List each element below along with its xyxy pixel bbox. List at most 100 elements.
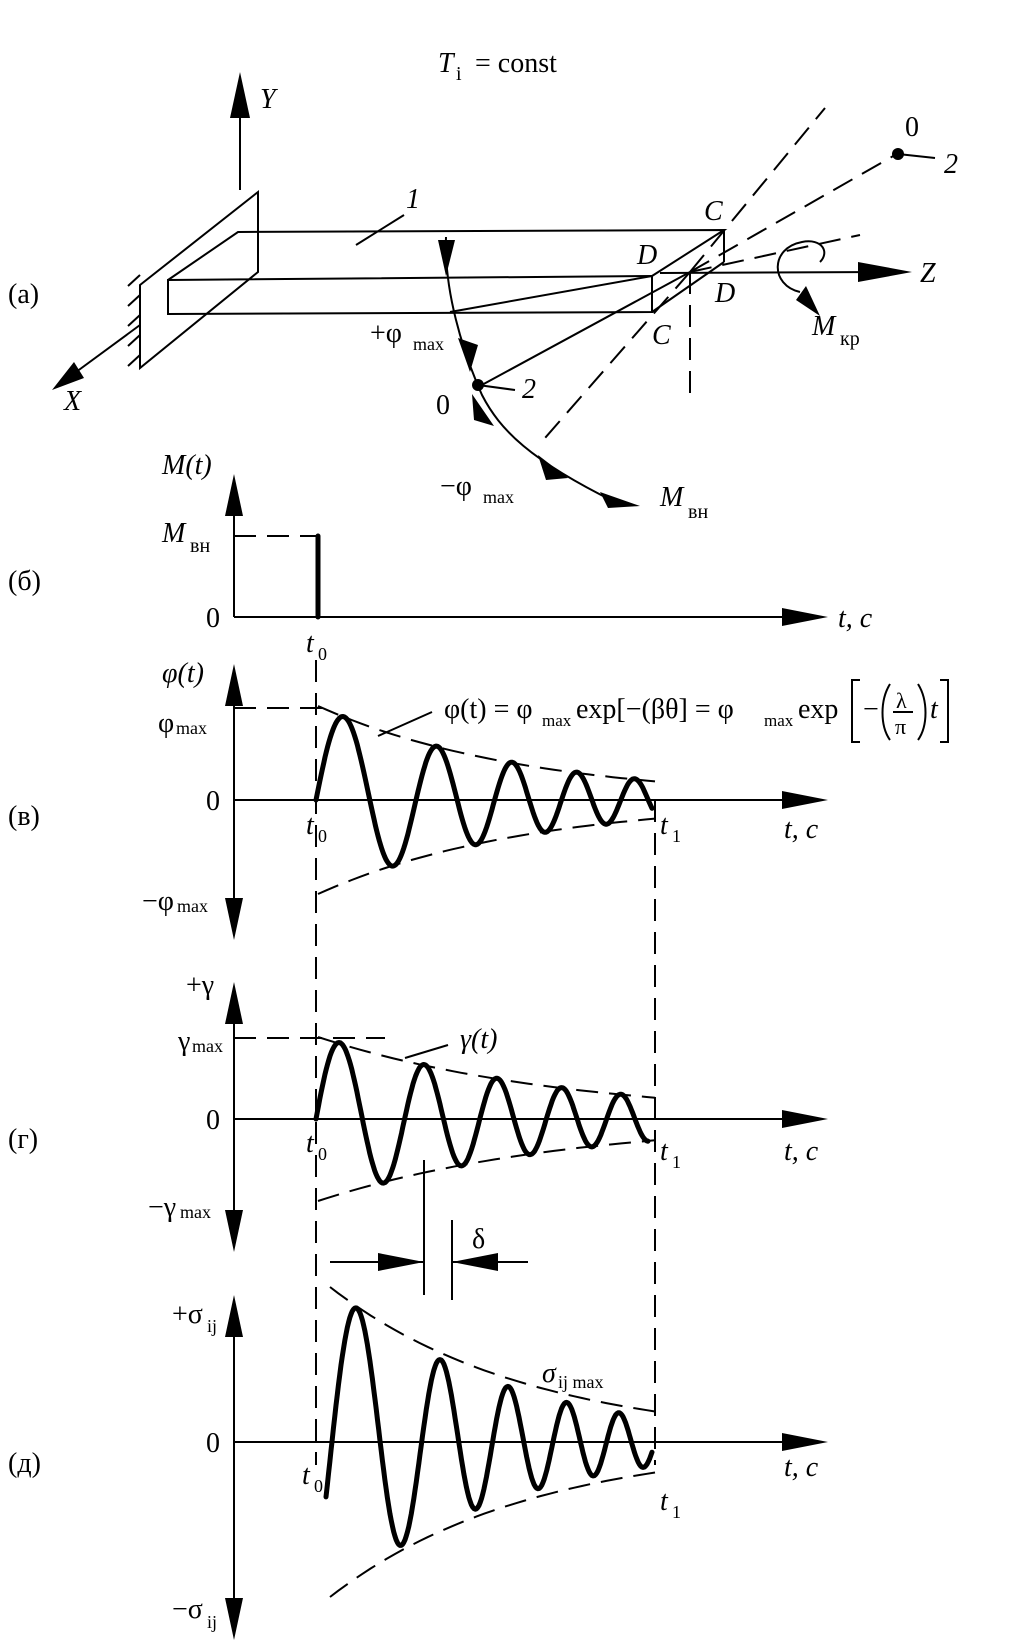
corner-label-d-bottom: D bbox=[714, 278, 735, 309]
corner-label-c-top: C bbox=[704, 196, 723, 227]
near-point-2: 2 bbox=[522, 374, 536, 405]
near-point-0: 0 bbox=[436, 390, 450, 421]
formula-paren-left bbox=[881, 683, 891, 741]
formula-paren-right bbox=[917, 683, 927, 741]
sigma-x-arrow bbox=[782, 1433, 828, 1451]
phi-t0: t bbox=[306, 810, 315, 841]
moment-chart: M(t) M вн 0 t 0 t, с bbox=[161, 450, 873, 664]
gamma-top-sub: max bbox=[192, 1036, 223, 1056]
gamma-chart: γ(t) +γ γ max 0 −γ max t 0 t 1 t, с δ bbox=[148, 970, 828, 1300]
beam-body bbox=[167, 228, 728, 316]
wall-plate bbox=[139, 189, 259, 371]
wall-hatching bbox=[127, 274, 141, 367]
y-axis-arrow bbox=[230, 72, 250, 118]
phi-envelope-lower bbox=[317, 817, 656, 895]
sigma-y-arrow-up bbox=[225, 1295, 243, 1337]
twist-arrow-mid bbox=[538, 455, 568, 480]
phi-x-label: t, с bbox=[784, 814, 819, 845]
phi-minus-sub: max bbox=[483, 487, 514, 507]
moment-x-arrow bbox=[782, 608, 828, 626]
delta-arrow-right bbox=[452, 1253, 498, 1271]
phi-x-arrow bbox=[782, 791, 828, 809]
z-axis-line bbox=[659, 271, 886, 274]
phi-zero: 0 bbox=[206, 786, 220, 817]
gamma-bottom-sub: max bbox=[180, 1202, 211, 1222]
twist-radius-lower bbox=[479, 271, 691, 387]
moment-t0-sub: 0 bbox=[318, 644, 327, 664]
title-subscript: i bbox=[456, 63, 462, 85]
sigma-curve-label: σ bbox=[542, 1358, 557, 1389]
sigma-bottom-sub: ij bbox=[207, 1612, 217, 1632]
moment-y-arrow bbox=[225, 474, 243, 516]
far-point-leader bbox=[897, 153, 936, 159]
gamma-zero: 0 bbox=[206, 1105, 220, 1136]
phi-chart: φ(t) φ max 0 −φ max t 0 t 1 t, с φ(t) = … bbox=[142, 658, 949, 940]
delta-arrow-left bbox=[378, 1253, 424, 1271]
formula-left: φ(t) = φ bbox=[444, 694, 533, 725]
twist-arrow-end bbox=[600, 492, 640, 508]
sigma-envelope-upper bbox=[329, 1286, 656, 1413]
gamma-t1: t bbox=[660, 1136, 669, 1167]
phi-top-sub: max bbox=[176, 718, 207, 738]
delta-label: δ bbox=[472, 1224, 485, 1255]
sigma-zero: 0 bbox=[206, 1428, 220, 1459]
moment-zero: 0 bbox=[206, 603, 220, 634]
gamma-y-arrow-down bbox=[225, 1210, 243, 1252]
end-short-dashed bbox=[689, 234, 861, 273]
end-lower-dashed bbox=[544, 271, 691, 439]
moment-y-label: M(t) bbox=[161, 450, 212, 481]
gamma-bottom-label: −γ bbox=[148, 1192, 176, 1223]
sigma-chart: σ ij max +σ ij 0 −σ ij t 0 t 1 t, с bbox=[172, 1286, 828, 1640]
gamma-t0: t bbox=[306, 1128, 315, 1159]
sigma-t1-sub: 1 bbox=[672, 1502, 681, 1522]
moment-t0: t bbox=[306, 628, 315, 659]
z-axis-arrow bbox=[858, 262, 912, 282]
formula-sub2: max bbox=[764, 711, 794, 730]
external-moment-label: M bbox=[659, 482, 685, 513]
gamma-top-label: γ bbox=[177, 1026, 190, 1057]
moment-x-label: t, с bbox=[838, 603, 873, 634]
twist-radius-upper bbox=[449, 275, 653, 313]
corner-label-c-bottom: C bbox=[652, 320, 671, 351]
beam-panel: Y X 1 Z bbox=[52, 72, 958, 523]
gamma-x-label: t, с bbox=[784, 1136, 819, 1167]
formula-t: t bbox=[930, 694, 939, 725]
sigma-top-sub: ij bbox=[207, 1316, 217, 1336]
torque-label: M bbox=[811, 311, 837, 342]
corner-label-d-top: D bbox=[636, 240, 657, 271]
gamma-t1-sub: 1 bbox=[672, 1152, 681, 1172]
formula-bracket-left bbox=[851, 679, 860, 743]
phi-t1-sub: 1 bbox=[672, 826, 681, 846]
phi-bottom-label: −φ bbox=[142, 886, 174, 917]
torque-label-sub: кр bbox=[840, 328, 860, 350]
gamma-y-label: +γ bbox=[186, 970, 214, 1001]
formula-sub1: max bbox=[542, 711, 572, 730]
panel-label-v: (в) bbox=[8, 801, 40, 832]
phi-y-label: φ(t) bbox=[162, 658, 204, 689]
phi-bottom-sub: max bbox=[177, 896, 208, 916]
z-axis-label: Z bbox=[920, 258, 936, 289]
panel-label-b: (б) bbox=[8, 566, 41, 597]
twist-arrow-up bbox=[472, 394, 494, 426]
sigma-curve bbox=[323, 1305, 655, 1548]
torque-curl bbox=[776, 240, 826, 293]
sigma-x-label: t, с bbox=[784, 1452, 819, 1483]
sigma-top-label: +σ bbox=[172, 1299, 203, 1330]
gamma-curve bbox=[313, 1040, 651, 1186]
sigma-curve-sub: ij max bbox=[558, 1372, 604, 1392]
phi-plus-label: +φ bbox=[370, 318, 402, 349]
title-text: = const bbox=[475, 48, 557, 79]
phi-t1: t bbox=[660, 810, 669, 841]
external-moment-sub: вн bbox=[688, 501, 708, 523]
formula-leader bbox=[377, 711, 433, 737]
sigma-envelope-lower bbox=[329, 1471, 656, 1598]
end-upper-dashed bbox=[689, 107, 826, 273]
x-axis-label: X bbox=[63, 386, 82, 417]
phi-formula: φ(t) = φ max exp[−(βθ] = φ max exp − λ π… bbox=[444, 679, 949, 743]
phi-y-arrow-down bbox=[225, 898, 243, 940]
twist-arrow-down bbox=[458, 338, 478, 372]
phi-plus-sub: max bbox=[413, 334, 444, 354]
panel-label-a: (а) bbox=[8, 279, 39, 310]
formula-pi: π bbox=[895, 714, 906, 739]
